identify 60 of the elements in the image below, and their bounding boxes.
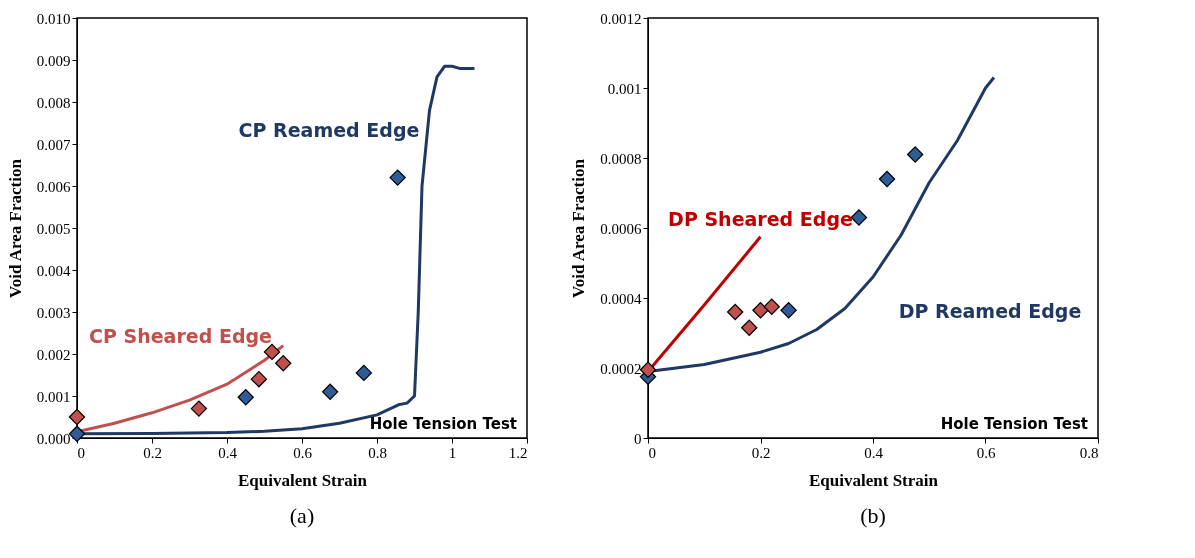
point — [780, 302, 797, 319]
point — [68, 425, 86, 442]
y-tick-label: 0.008 — [36, 94, 71, 111]
point — [275, 355, 292, 372]
y-tick-label: 0.003 — [36, 304, 71, 321]
point — [850, 209, 868, 226]
x-axis-title: Equivalent Strain — [809, 470, 939, 490]
x-tick-label: 1 — [448, 444, 457, 461]
y-tick-label: 0.0006 — [600, 220, 642, 237]
y-tick-label: 0.009 — [36, 52, 71, 69]
y-axis-title: Void Area Fraction — [569, 158, 589, 298]
y-axis-title: Void Area Fraction — [5, 158, 25, 298]
series-label: CP Reamed Edge — [238, 119, 420, 142]
point — [907, 146, 924, 163]
point — [190, 400, 208, 417]
point — [389, 169, 406, 186]
x-tick-label: 0 — [77, 444, 85, 461]
y-tick-label: 0.001 — [607, 80, 642, 97]
point — [727, 303, 744, 321]
y-tick-label: 0.007 — [36, 136, 71, 153]
x-tick-label: 0.6 — [976, 444, 996, 461]
point — [237, 389, 254, 406]
series-label: DP Sheared Edge — [668, 207, 853, 230]
x-tick-label: 1.2 — [508, 444, 528, 461]
point — [250, 371, 268, 388]
x-tick-label: 0.2 — [143, 444, 162, 461]
point — [752, 302, 769, 319]
point — [878, 170, 896, 188]
y-tick-label: 0.0008 — [600, 150, 642, 167]
y-tick-label: 0 — [634, 430, 642, 447]
y-tick-label: 0.0004 — [600, 290, 642, 307]
point — [741, 319, 758, 336]
x-tick-label: 0.8 — [368, 444, 387, 461]
y-tick-label: 0.006 — [36, 178, 71, 195]
annotation: Hole Tension Test — [369, 415, 517, 433]
text: (a) — [289, 503, 315, 528]
x-tick-label: 0.4 — [218, 444, 238, 461]
point — [321, 383, 339, 400]
annotation: Hole Tension Test — [940, 415, 1088, 433]
x-axis-title: Equivalent Strain — [238, 470, 368, 490]
series-label: DP Reamed Edge — [898, 300, 1082, 322]
y-tick-label: 0.001 — [36, 388, 71, 405]
y-tick-label: 0.010 — [36, 10, 71, 27]
point — [763, 298, 780, 315]
point — [639, 361, 657, 378]
y-tick-label: 0.0012 — [600, 10, 642, 27]
x-tick-label: 0.8 — [1079, 444, 1099, 461]
y-tick-label: 0.0002 — [600, 360, 642, 377]
x-tick-label: 0.6 — [293, 444, 313, 461]
x-tick-label: 0.4 — [864, 444, 884, 461]
x-tick-label: 0.2 — [751, 444, 771, 461]
y-tick-label: 0.002 — [36, 346, 71, 363]
text: (b) — [860, 503, 886, 528]
y-tick-label: 0.000 — [36, 430, 71, 447]
point — [68, 408, 86, 426]
series-label: CP Sheared Edge — [89, 325, 272, 348]
y-tick-label: 0.004 — [36, 262, 71, 279]
x-tick-label: 0 — [648, 444, 656, 461]
y-tick-label: 0.005 — [36, 220, 71, 237]
point — [355, 364, 373, 382]
